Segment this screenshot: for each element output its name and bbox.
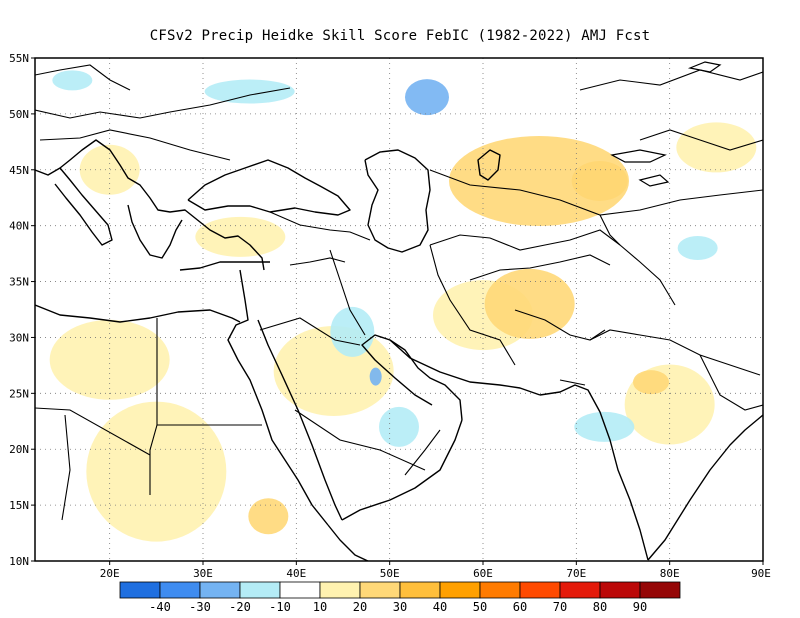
shade-ethiopia-orange: [248, 498, 289, 535]
lon-tick-label: 20E: [100, 567, 120, 580]
lon-tick-label: 60E: [473, 567, 493, 580]
colorbar-label: -10: [269, 600, 291, 614]
shade-mongolia-yellow: [676, 122, 757, 173]
shade-iraq-blue-core: [369, 367, 382, 386]
shade-china-blue: [677, 236, 718, 261]
shade-eu-blue-west: [52, 70, 93, 91]
colorbar-swatch: [199, 581, 241, 599]
lon-tick-label: 30E: [193, 567, 213, 580]
colorbar-labels: -40 -30 -20 -10 10 20 30 40 50 60 70 80 90: [149, 600, 647, 614]
shade-europe-light-blue: [204, 79, 295, 104]
colorbar-swatch: [599, 581, 641, 599]
colorbar-label: 30: [393, 600, 407, 614]
colorbar-swatch: [439, 581, 481, 599]
lon-tick-label: 90E: [751, 567, 771, 580]
lon-tick-label: 50E: [380, 567, 400, 580]
longitude-ticks: 20E 30E 40E 50E 60E 70E 80E 90E: [100, 561, 771, 580]
shade-turkey-yellow: [195, 216, 286, 257]
lat-tick-label: 50N: [9, 108, 29, 121]
shade-libya-yellow: [49, 319, 170, 400]
colorbar-swatch: [279, 581, 321, 599]
lat-tick-label: 10N: [9, 555, 29, 568]
colorbar-swatch: [319, 581, 361, 599]
shade-afghan-yellow: [484, 268, 575, 339]
shade-india-orange: [633, 370, 669, 395]
lat-tick-label: 15N: [9, 499, 29, 512]
colorbar-swatch: [639, 581, 681, 599]
colorbar-label: 40: [433, 600, 447, 614]
colorbar-label: 50: [473, 600, 487, 614]
colorbar-swatch: [239, 581, 281, 599]
lat-tick-label: 30N: [9, 331, 29, 344]
shade-siberia-blue: [405, 79, 449, 116]
colorbar-swatch: [559, 581, 601, 599]
coastlines: [35, 139, 763, 561]
colorbar-label: -20: [229, 600, 251, 614]
colorbar-label: 80: [593, 600, 607, 614]
lat-tick-label: 45N: [9, 164, 29, 177]
colorbar-label: 20: [353, 600, 367, 614]
map-title: CFSv2 Precip Heidke Skill Score FebIC (1…: [149, 28, 651, 44]
lon-tick-label: 40E: [286, 567, 306, 580]
colorbar: [119, 581, 681, 599]
shade-arabia-blue: [379, 406, 419, 447]
colorbar-swatch: [119, 581, 161, 599]
lon-tick-label: 70E: [566, 567, 586, 580]
colorbar-label: 60: [513, 600, 527, 614]
colorbar-label: -30: [189, 600, 211, 614]
shade-sudan-yellow: [86, 401, 227, 542]
lat-tick-label: 55N: [9, 52, 29, 65]
latitude-ticks: 55N 50N 45N 40N 35N 30N 25N 20N 15N 10N: [9, 52, 35, 568]
lakes: [610, 61, 722, 187]
lon-tick-label: 80E: [660, 567, 680, 580]
shade-india-blue: [574, 411, 635, 442]
map-frame: [34, 57, 764, 562]
lat-tick-label: 25N: [9, 387, 29, 400]
colorbar-label: -40: [149, 600, 171, 614]
shade-balkans-yellow: [79, 144, 140, 195]
colorbar-label: 70: [553, 600, 567, 614]
colorbar-swatch: [519, 581, 561, 599]
country-borders: [35, 64, 763, 521]
colorbar-swatch: [359, 581, 401, 599]
lat-tick-label: 40N: [9, 220, 29, 233]
colorbar-swatch: [399, 581, 441, 599]
colorbar-label: 90: [633, 600, 647, 614]
skill-score-shading: [49, 70, 757, 542]
colorbar-label: 10: [313, 600, 327, 614]
colorbar-swatch: [479, 581, 521, 599]
shade-kazakh-yellow: [449, 135, 629, 226]
lat-tick-label: 35N: [9, 276, 29, 289]
colorbar-swatch: [159, 581, 201, 599]
lat-tick-label: 20N: [9, 443, 29, 456]
